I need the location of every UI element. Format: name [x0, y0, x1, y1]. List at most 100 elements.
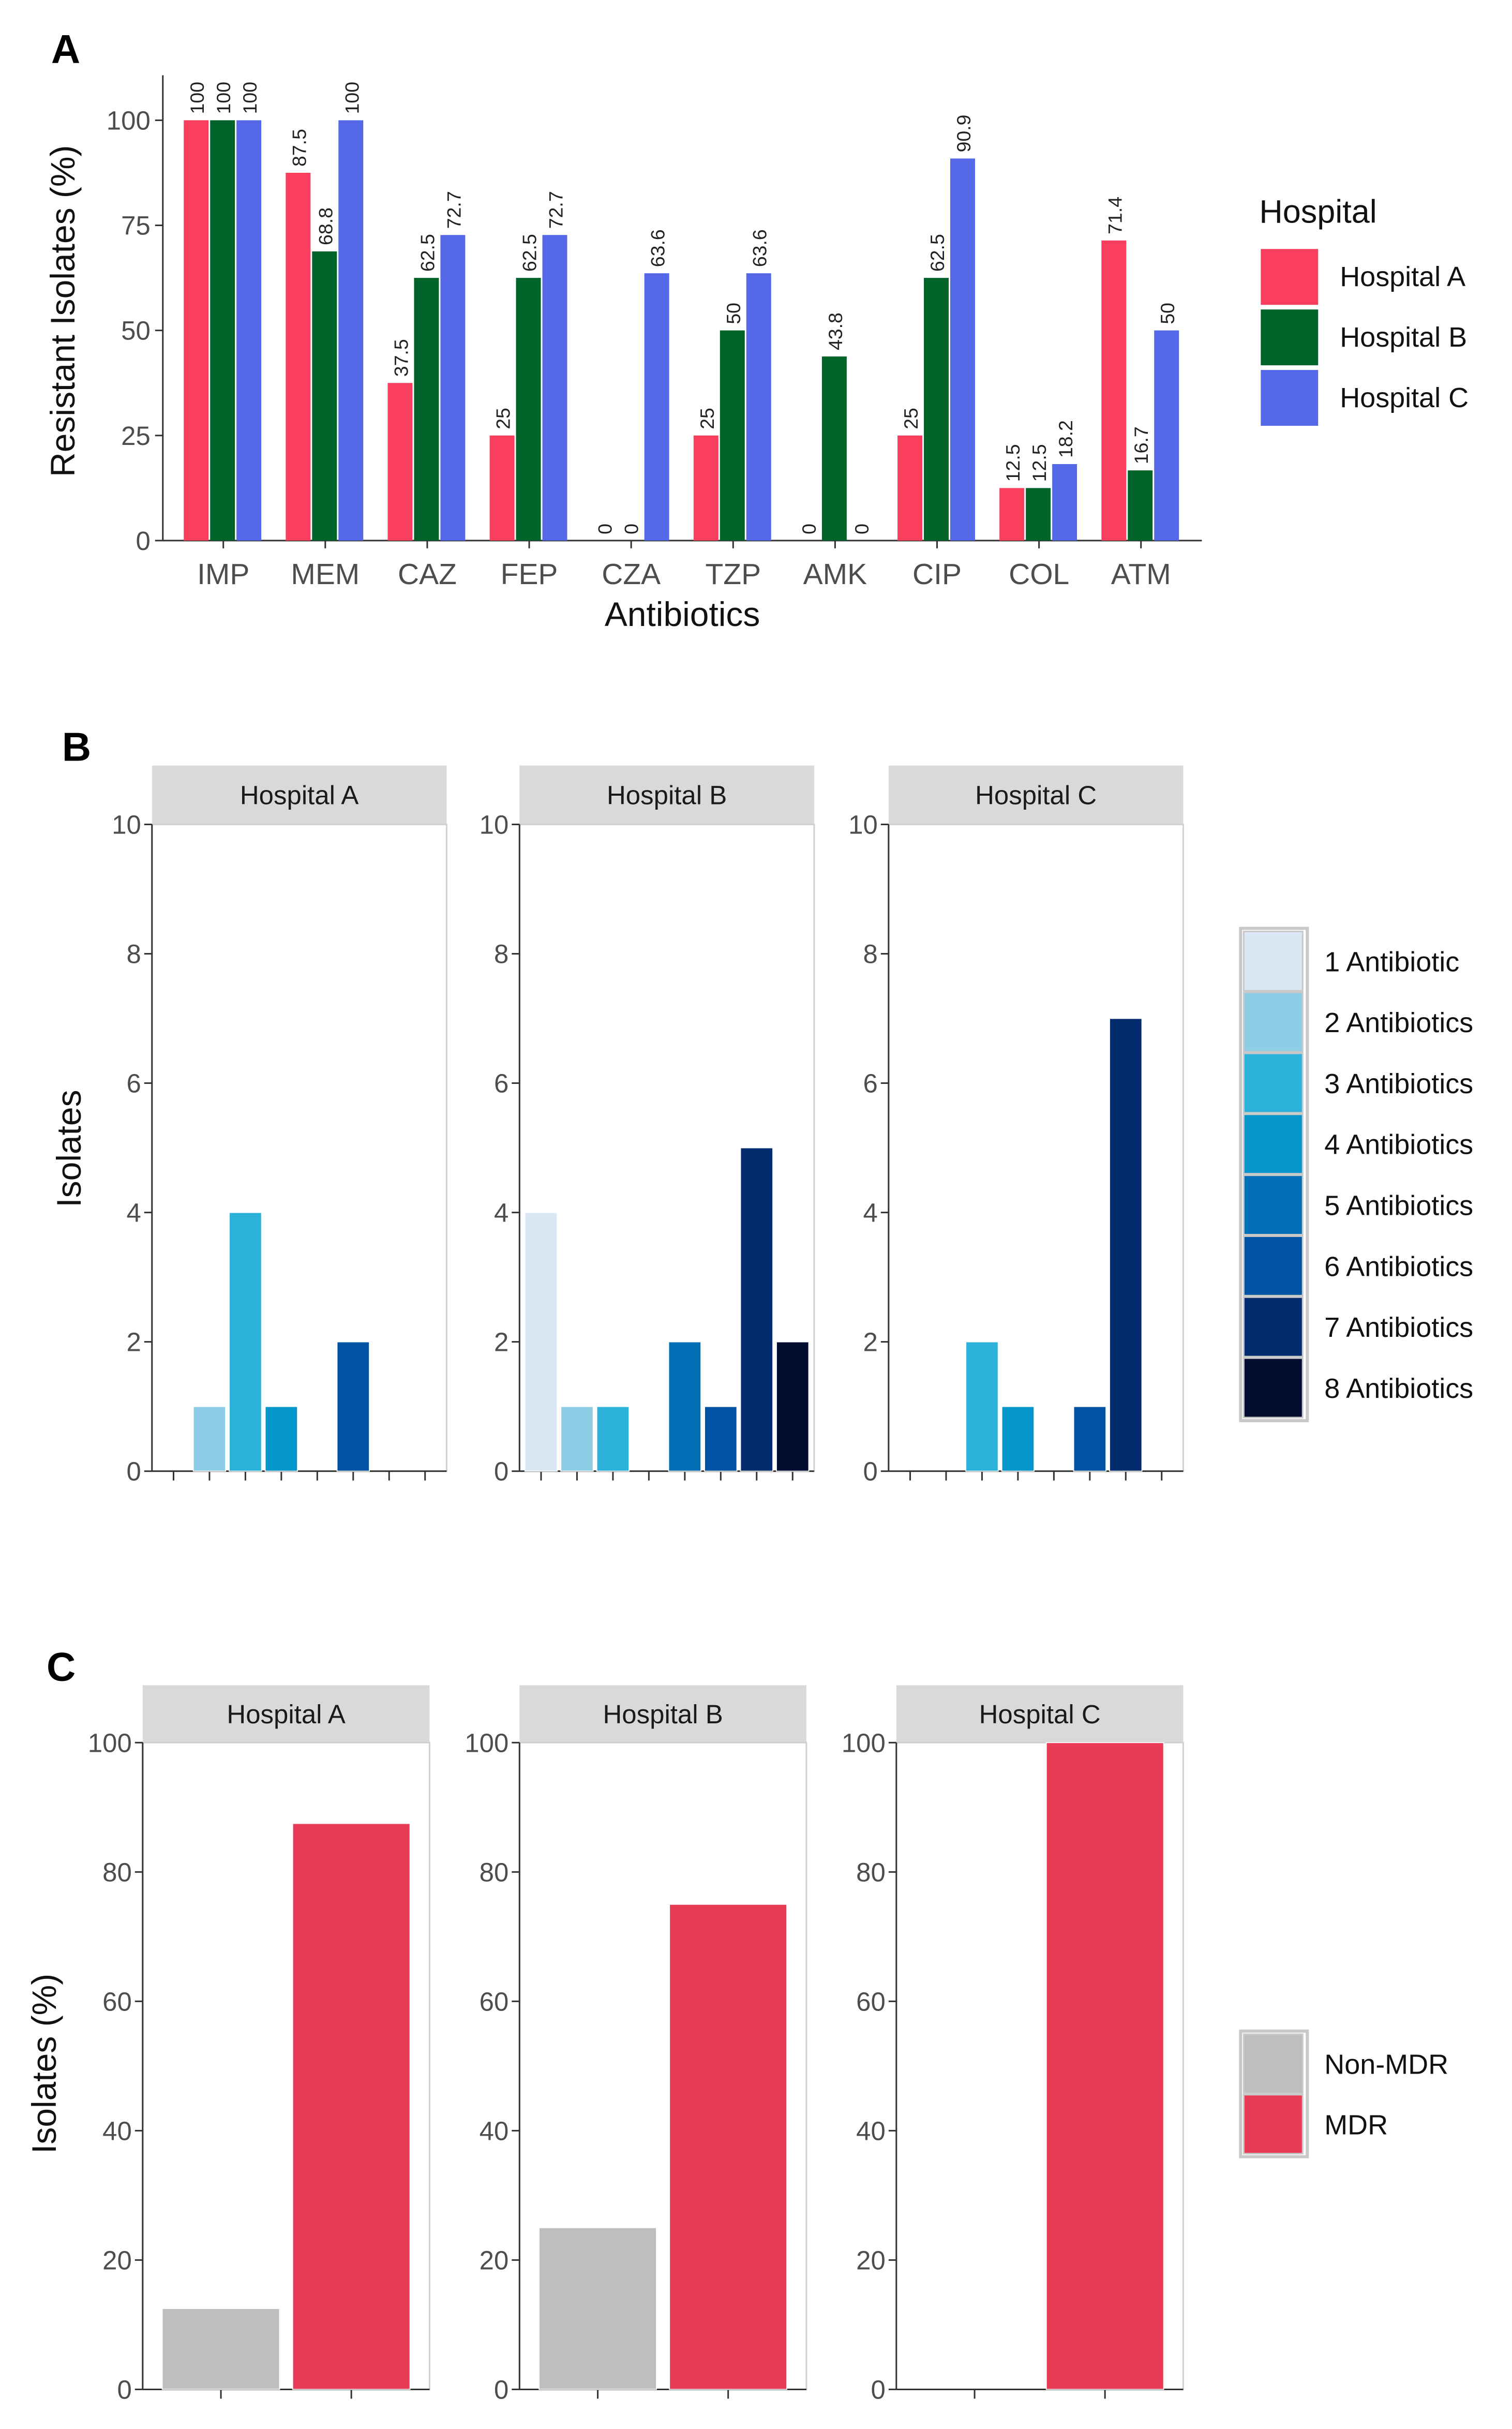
- facet-hospital-c: Hospital C 0 2 4 6 8 10: [848, 765, 1184, 1486]
- legend-key: [1242, 991, 1304, 1053]
- x-tick-label: MEM: [291, 558, 360, 591]
- data-label: 25: [696, 408, 718, 429]
- y-axis-title: Isolates (%): [25, 1974, 63, 2154]
- x-axis-title: Antibiotics: [605, 595, 760, 633]
- data-label: 100: [213, 82, 234, 114]
- bar-3-antibiotics: [596, 1406, 630, 1472]
- y-tick-label: 20: [856, 2245, 886, 2275]
- bar-2-antibiotics: [560, 1406, 594, 1472]
- y-tick-label: 8: [494, 940, 508, 969]
- panel-c: C Hospital A 0 20 40 60 80 100 Hospital B 0 20 40 60…: [25, 1644, 1448, 2404]
- data-label: 72.7: [443, 191, 465, 229]
- legend-key: [1242, 2033, 1304, 2094]
- bar-hospital-c: [338, 120, 364, 541]
- data-label: 87.5: [288, 129, 310, 167]
- y-tick-label: 0: [494, 1457, 508, 1486]
- y-tick-label: 4: [126, 1198, 141, 1228]
- bar-hospital-a: [999, 488, 1025, 541]
- panel-border: [151, 824, 447, 1472]
- x-tick-label: ATM: [1111, 558, 1171, 591]
- data-label: 37.5: [390, 339, 412, 377]
- y-tick-label: 0: [863, 1457, 877, 1486]
- legend-label: 3 Antibiotics: [1324, 1068, 1473, 1099]
- data-label: 18.2: [1055, 420, 1076, 458]
- legend-key: [1242, 1235, 1304, 1297]
- x-tick-label: CZA: [602, 558, 661, 591]
- y-tick-label: 80: [102, 1857, 132, 1887]
- bar-hospital-c: [1052, 464, 1077, 541]
- data-label: 0: [621, 524, 642, 534]
- bar-3-antibiotics: [229, 1212, 262, 1472]
- bar-mdr: [292, 1823, 411, 2390]
- facet-strip: [888, 765, 1184, 825]
- panel-label-a: A: [51, 26, 80, 72]
- data-label: 62.5: [519, 234, 541, 272]
- bar-1-antibiotic: [524, 1212, 558, 1472]
- data-label: 50: [723, 303, 744, 324]
- bar-hospital-a: [693, 435, 718, 541]
- legend-key: [1242, 930, 1304, 992]
- bar-hospital-a: [387, 383, 413, 541]
- y-tick-label: 50: [121, 316, 151, 346]
- bar-hospital-c: [542, 235, 567, 541]
- data-label: 100: [239, 82, 261, 114]
- bar-6-antibiotics: [1073, 1406, 1106, 1472]
- x-tick-label: CAZ: [398, 558, 457, 591]
- legend-b: 1 Antibiotic 2 Antibiotics 3 Antibiotics 4 …: [1239, 927, 1473, 1422]
- legend-title: Hospital: [1259, 193, 1376, 230]
- data-label: 12.5: [1002, 444, 1024, 482]
- legend-key: [1242, 1174, 1304, 1235]
- bar-hospital-a: [489, 435, 515, 541]
- y-tick-label: 25: [121, 421, 151, 451]
- bar-hospital-c: [746, 273, 771, 541]
- bar-7-antibiotics: [740, 1147, 773, 1472]
- y-tick-label: 4: [863, 1198, 877, 1228]
- facet-strip: [142, 1685, 430, 1743]
- facet-title: Hospital C: [975, 781, 1097, 810]
- y-tick-label: 60: [102, 1987, 132, 2016]
- bar-2-antibiotics: [192, 1406, 227, 1472]
- legend-a: Hospital Hospital A Hospital B Hospital C: [1259, 193, 1469, 426]
- facet-strip: [896, 1685, 1184, 1743]
- bar-hospital-a: [1101, 240, 1127, 541]
- data-label: 100: [186, 82, 208, 114]
- bar-hospital-a: [897, 435, 923, 541]
- y-tick-label: 6: [863, 1069, 877, 1098]
- bar-mdr: [669, 1903, 788, 2390]
- y-tick-label: 40: [102, 2116, 132, 2145]
- legend-key: [1242, 1357, 1304, 1419]
- facet-title: Hospital B: [603, 1700, 723, 1729]
- bar-hospital-b: [210, 120, 235, 541]
- y-tick-label: 8: [863, 940, 877, 969]
- bar-6-antibiotics: [704, 1406, 738, 1472]
- facet-strip: [519, 765, 814, 825]
- bar-hospital-c: [440, 235, 466, 541]
- legend-label: Hospital C: [1340, 382, 1469, 413]
- bar-hospital-a: [184, 120, 209, 541]
- data-label: 72.7: [545, 191, 567, 229]
- y-tick-label: 80: [480, 1857, 509, 1887]
- legend-label: 4 Antibiotics: [1324, 1129, 1473, 1160]
- bar-hospital-b: [924, 278, 949, 541]
- y-tick-label: 2: [494, 1328, 508, 1357]
- bar-hospital-c: [1154, 330, 1179, 541]
- bar-hospital-b: [1026, 488, 1051, 541]
- bar-non-mdr: [161, 2308, 280, 2390]
- bar-hospital-c: [236, 120, 262, 541]
- bar-hospital-b: [414, 278, 439, 541]
- y-tick-label: 2: [126, 1328, 141, 1357]
- x-tick-label: AMK: [803, 558, 867, 591]
- data-label: 68.8: [315, 207, 336, 245]
- y-tick-label: 60: [856, 1987, 886, 2016]
- legend-label: Hospital B: [1340, 322, 1467, 353]
- y-tick-label: 80: [856, 1857, 886, 1887]
- data-label: 0: [851, 524, 873, 534]
- y-tick-label: 40: [856, 2116, 886, 2145]
- bar-hospital-a: [286, 173, 311, 541]
- data-label: 16.7: [1130, 426, 1152, 464]
- facet-hospital-a: Hospital A 0 2 4 6 8 10: [112, 765, 447, 1486]
- legend-key: [1261, 249, 1319, 305]
- data-label: 12.5: [1028, 444, 1050, 482]
